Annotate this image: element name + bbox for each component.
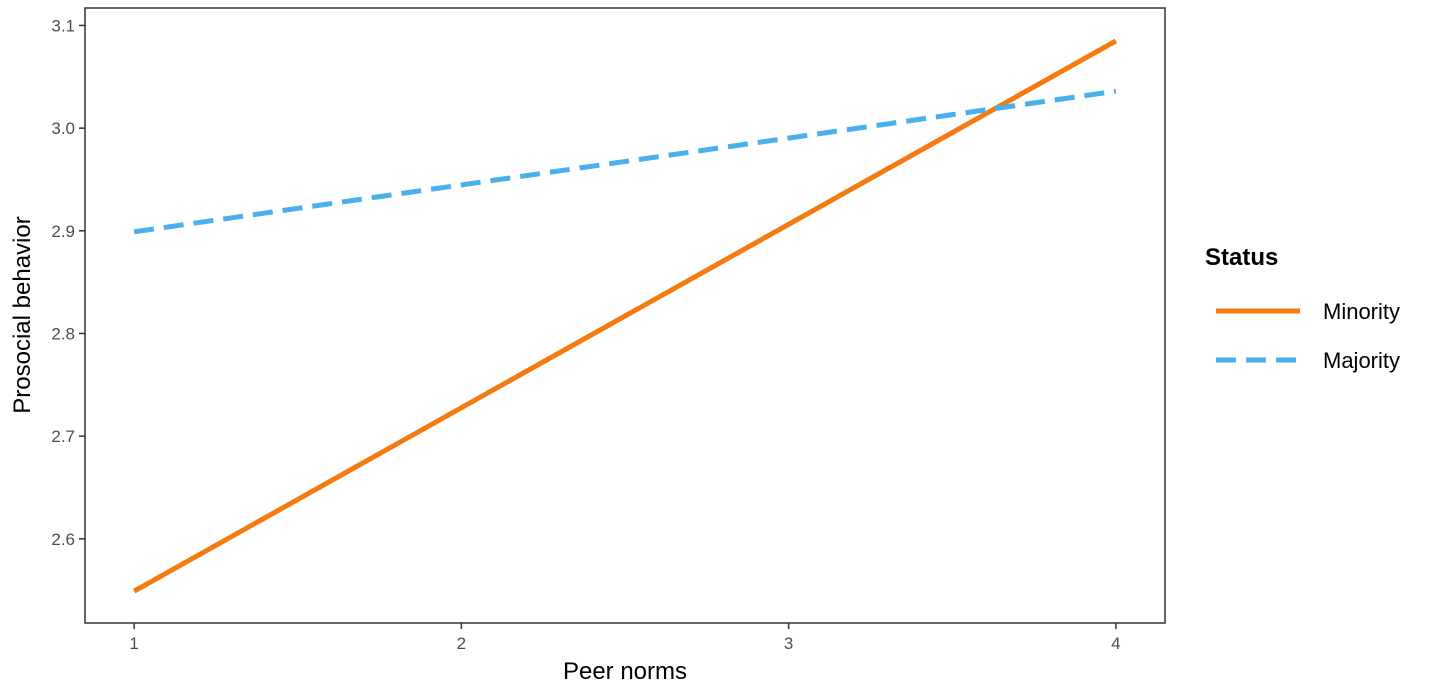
x-tick-label: 4 <box>1111 634 1120 653</box>
legend-title: Status <box>1205 244 1278 271</box>
x-tick-label: 1 <box>129 634 138 653</box>
x-tick-label: 3 <box>784 634 793 653</box>
series-line-majority <box>133 88 1117 235</box>
x-tick-label: 2 <box>457 634 466 653</box>
legend-label-minority: Minority <box>1323 299 1400 324</box>
x-axis-ticks: 1 2 3 4 <box>129 623 1121 653</box>
x-axis-title: Peer norms <box>563 658 687 685</box>
y-axis-ticks: 2.6 2.7 2.8 2.9 3.0 3.1 <box>51 16 85 549</box>
y-tick-label: 3.1 <box>51 16 75 35</box>
y-tick-label: 2.7 <box>51 427 75 446</box>
y-tick-label: 2.6 <box>51 530 75 549</box>
legend-label-majority: Majority <box>1323 348 1400 373</box>
y-tick-label: 3.0 <box>51 119 75 138</box>
y-axis-title: Prosocial behavior <box>9 216 36 413</box>
series-line-minority <box>132 38 1118 594</box>
series-lines <box>132 38 1118 594</box>
y-tick-label: 2.8 <box>51 324 75 343</box>
legend: Status Minority Majority <box>1205 244 1400 373</box>
y-tick-label: 2.9 <box>51 222 75 241</box>
